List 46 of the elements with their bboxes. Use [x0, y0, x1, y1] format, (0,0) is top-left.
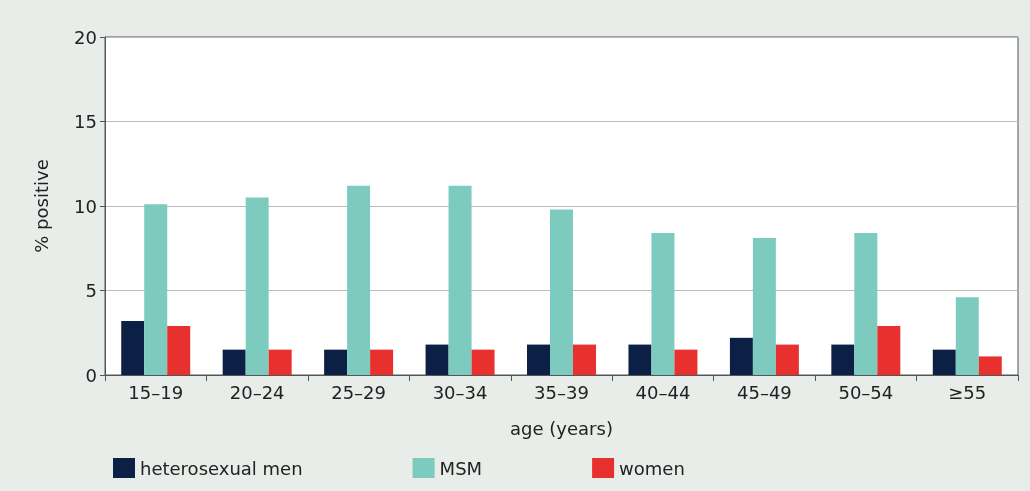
y-tick-label: 10	[74, 195, 97, 217]
bar	[144, 204, 168, 375]
bar	[245, 197, 269, 375]
x-tick-label: 25–29	[331, 381, 387, 403]
bar	[324, 349, 348, 375]
bar	[752, 238, 776, 375]
bar	[854, 233, 878, 375]
x-tick-label: 50–54	[838, 381, 894, 403]
legend-label: MSM	[439, 457, 483, 479]
x-tick-label: 20–24	[229, 381, 285, 403]
x-tick-label: 30–34	[432, 381, 488, 403]
bar	[775, 344, 799, 375]
x-tick-label: ≥55	[948, 381, 987, 403]
y-tick-label: 5	[85, 280, 97, 301]
y-tick-label: 0	[85, 364, 97, 386]
bar	[268, 349, 292, 375]
bar	[550, 209, 573, 375]
bar	[370, 349, 394, 375]
y-axis-title: % positive	[30, 159, 52, 253]
x-tick-label: 35–39	[534, 381, 589, 403]
bar	[425, 344, 449, 375]
bar	[674, 349, 698, 375]
legend-label: heterosexual men	[140, 457, 303, 479]
bar	[347, 185, 371, 375]
bar	[167, 325, 191, 375]
x-tick-label: 45–49	[736, 381, 792, 403]
bar	[729, 337, 753, 375]
bar	[448, 185, 472, 375]
legend-label: women	[619, 457, 685, 479]
y-tick-label: 20	[74, 26, 97, 48]
bar	[877, 325, 901, 375]
bar	[932, 349, 956, 375]
bar	[955, 297, 979, 375]
bar	[831, 344, 855, 375]
bar	[573, 344, 596, 375]
bar	[527, 344, 550, 375]
y-tick-label: 15	[74, 111, 97, 132]
bar	[121, 320, 145, 375]
bar	[471, 349, 495, 375]
x-tick-label: 15–19	[128, 381, 184, 403]
x-tick-label: 40–44	[635, 381, 691, 403]
bar	[651, 233, 675, 375]
bar	[628, 344, 652, 375]
bar	[978, 356, 1002, 375]
bar	[222, 349, 246, 375]
x-axis-title: age (years)	[510, 417, 613, 439]
